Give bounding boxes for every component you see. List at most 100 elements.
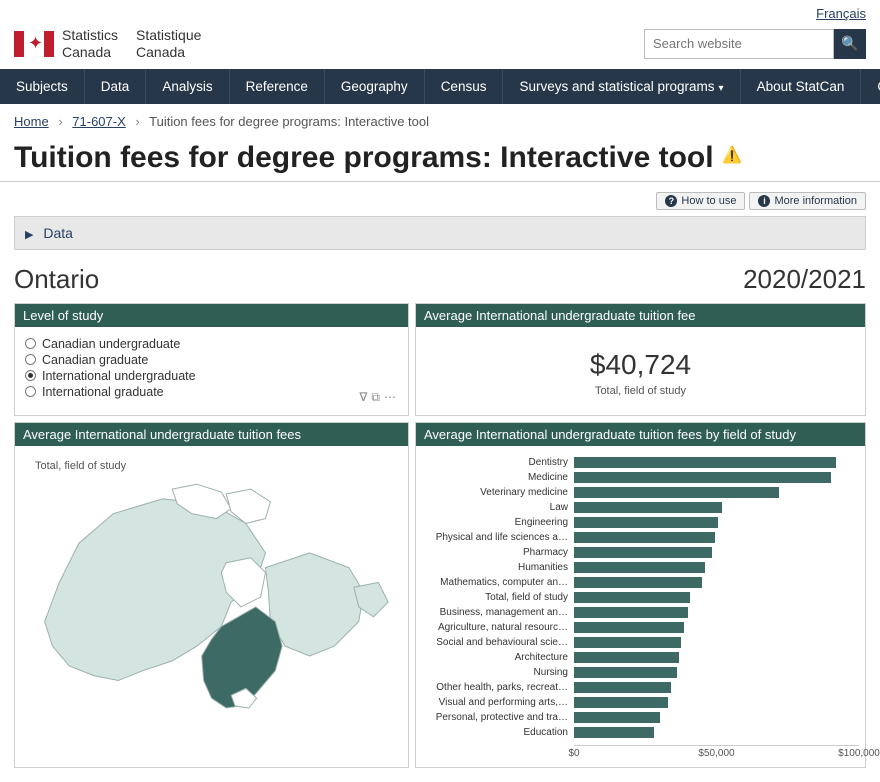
panel-header: Level of study <box>15 304 408 327</box>
how-to-use-button[interactable]: ?How to use <box>656 192 745 210</box>
bar-row[interactable]: Business, management an… <box>422 606 859 619</box>
bar-fill <box>574 472 831 483</box>
bar-label: Law <box>422 502 574 513</box>
avg-fee-subtitle: Total, field of study <box>426 385 855 397</box>
breadcrumb-home[interactable]: Home <box>14 114 49 129</box>
bar-row[interactable]: Dentistry <box>422 456 859 469</box>
search-button[interactable]: 🔍 <box>834 29 866 59</box>
bar-row[interactable]: Total, field of study <box>422 591 859 604</box>
nav-item[interactable]: Canada.ca <box>861 69 880 104</box>
page-title: Tuition fees for degree programs: Intera… <box>14 141 714 174</box>
bar-label: Veterinary medicine <box>422 487 574 498</box>
nav-item[interactable]: Surveys and statistical programs▾ <box>503 69 740 104</box>
breadcrumb-catalog[interactable]: 71-607-X <box>72 114 125 129</box>
bar-fill <box>574 682 671 693</box>
level-option[interactable]: Canadian undergraduate <box>25 337 398 351</box>
bar-label: Total, field of study <box>422 592 574 603</box>
bar-fill <box>574 667 677 678</box>
map-panel: Average International undergraduate tuit… <box>14 422 409 768</box>
bar-fill <box>574 517 718 528</box>
canada-map[interactable] <box>25 472 398 732</box>
bar-fill <box>574 697 668 708</box>
level-option[interactable]: International undergraduate <box>25 369 398 383</box>
bar-label: Engineering <box>422 517 574 528</box>
filter-icon[interactable]: ∇ <box>359 390 371 404</box>
bar-fill <box>574 727 654 738</box>
radio-icon <box>25 354 36 365</box>
bar-fill <box>574 577 702 588</box>
bar-row[interactable]: Humanities <box>422 561 859 574</box>
bar-row[interactable]: Physical and life sciences a… <box>422 531 859 544</box>
focus-icon[interactable]: ⧉ <box>371 390 384 404</box>
level-of-study-panel: Level of study Canadian undergraduate Can… <box>14 303 409 416</box>
warning-icon[interactable]: ⚠️ <box>722 147 742 164</box>
level-option-label: Canadian graduate <box>42 353 148 367</box>
bar-label: Pharmacy <box>422 547 574 558</box>
bar-fill <box>574 712 660 723</box>
map-caption: Total, field of study <box>35 460 398 472</box>
bar-row[interactable]: Pharmacy <box>422 546 859 559</box>
x-axis: $0$50,000$100,000 <box>574 745 859 761</box>
bar-row[interactable]: Nursing <box>422 666 859 679</box>
bar-row[interactable]: Veterinary medicine <box>422 486 859 499</box>
search-input[interactable] <box>644 29 834 59</box>
bar-fill <box>574 502 722 513</box>
level-option-label: International graduate <box>42 385 164 399</box>
bar-fill <box>574 622 684 633</box>
bar-chart[interactable]: Dentistry Medicine Veterinary medicine Law E… <box>422 456 859 739</box>
nav-item[interactable]: Geography <box>325 69 425 104</box>
nav-item[interactable]: Subjects <box>0 69 85 104</box>
bar-row[interactable]: Medicine <box>422 471 859 484</box>
main-nav: SubjectsDataAnalysisReferenceGeographyCe… <box>0 69 880 104</box>
level-option-label: Canadian undergraduate <box>42 337 180 351</box>
bar-fill <box>574 547 712 558</box>
bar-fill <box>574 592 690 603</box>
bar-row[interactable]: Engineering <box>422 516 859 529</box>
bar-row[interactable]: Law <box>422 501 859 514</box>
bar-label: Business, management an… <box>422 607 574 618</box>
bar-label: Physical and life sciences a… <box>422 532 574 543</box>
bar-fill <box>574 607 688 618</box>
nav-item[interactable]: Census <box>425 69 504 104</box>
bar-label: Medicine <box>422 472 574 483</box>
bar-fill <box>574 637 681 648</box>
bar-fill <box>574 532 715 543</box>
bar-row[interactable]: Agriculture, natural resourc… <box>422 621 859 634</box>
bar-fill <box>574 457 836 468</box>
more-icon[interactable]: ⋯ <box>384 390 400 404</box>
panel-header: Average International undergraduate tuit… <box>416 423 865 446</box>
panel-header: Average International undergraduate tuit… <box>15 423 408 446</box>
data-expander[interactable]: ▶ Data <box>14 216 866 250</box>
bar-fill <box>574 562 705 573</box>
radio-icon <box>25 386 36 397</box>
panel-toolbar[interactable]: ∇⧉⋯ <box>359 390 400 405</box>
level-option-label: International undergraduate <box>42 369 196 383</box>
x-tick: $50,000 <box>698 748 734 759</box>
bar-row[interactable]: Architecture <box>422 651 859 664</box>
bar-row[interactable]: Education <box>422 726 859 739</box>
panel-header: Average International undergraduate tuit… <box>416 304 865 327</box>
nav-item[interactable]: Data <box>85 69 147 104</box>
bar-fill <box>574 652 679 663</box>
bar-row[interactable]: Visual and performing arts,… <box>422 696 859 709</box>
nav-item[interactable]: Reference <box>230 69 325 104</box>
avg-fee-panel: Average International undergraduate tuit… <box>415 303 866 416</box>
avg-fee-value: $40,724 <box>426 349 855 381</box>
bar-fill <box>574 487 779 498</box>
nav-item[interactable]: About StatCan <box>741 69 862 104</box>
level-option[interactable]: International graduate <box>25 385 398 399</box>
bar-row[interactable]: Other health, parks, recreat… <box>422 681 859 694</box>
nav-item[interactable]: Analysis <box>146 69 229 104</box>
bar-label: Agriculture, natural resourc… <box>422 622 574 633</box>
bar-row[interactable]: Personal, protective and tra… <box>422 711 859 724</box>
bar-label: Architecture <box>422 652 574 663</box>
level-option[interactable]: Canadian graduate <box>25 353 398 367</box>
bar-row[interactable]: Social and behavioural scie… <box>422 636 859 649</box>
more-info-button[interactable]: iMore information <box>749 192 866 210</box>
bar-row[interactable]: Mathematics, computer an… <box>422 576 859 589</box>
region-heading: Ontario <box>14 264 99 295</box>
bar-label: Social and behavioural scie… <box>422 637 574 648</box>
x-tick: $0 <box>568 748 579 759</box>
language-link[interactable]: Français <box>816 6 866 21</box>
brand-wordmark: StatisticsCanada StatistiqueCanada <box>62 27 201 61</box>
